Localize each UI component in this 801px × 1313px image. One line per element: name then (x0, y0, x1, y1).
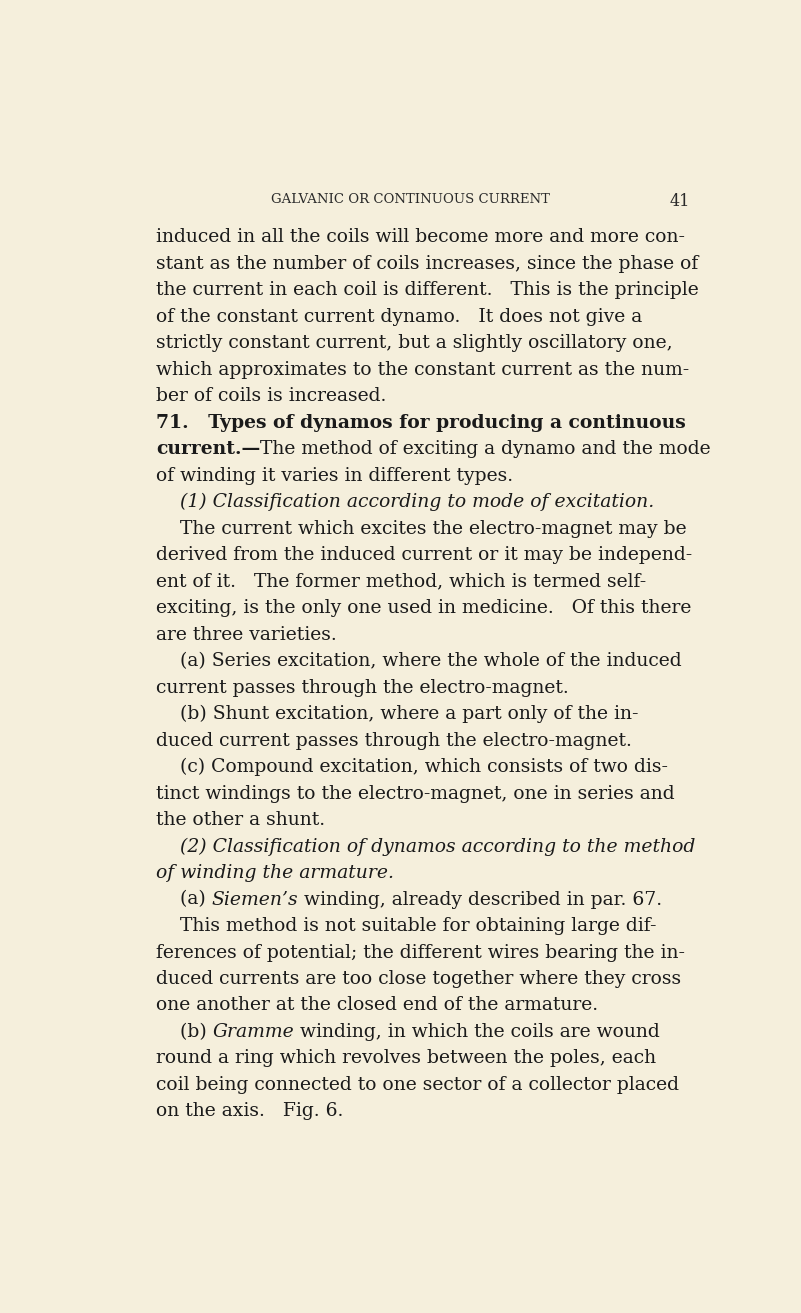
Text: current passes through the electro-magnet.: current passes through the electro-magne… (156, 679, 569, 697)
Text: one another at the closed end of the armature.: one another at the closed end of the arm… (156, 997, 598, 1015)
Text: winding, in which the coils are wound: winding, in which the coils are wound (295, 1023, 660, 1041)
Text: 41: 41 (670, 193, 690, 210)
Text: (a) Series excitation, where the whole of the induced: (a) Series excitation, where the whole o… (156, 653, 682, 670)
Text: ber of coils is increased.: ber of coils is increased. (156, 387, 386, 406)
Text: of the constant current dynamo.   It does not give a: of the constant current dynamo. It does … (156, 307, 642, 326)
Text: Gramme: Gramme (213, 1023, 295, 1041)
Text: duced current passes through the electro-magnet.: duced current passes through the electro… (156, 731, 632, 750)
Text: (a): (a) (156, 890, 211, 909)
Text: The method of exciting a dynamo and the mode: The method of exciting a dynamo and the … (260, 440, 710, 458)
Text: which approximates to the constant current as the num-: which approximates to the constant curre… (156, 361, 689, 378)
Text: induced in all the coils will become more and more con-: induced in all the coils will become mor… (156, 228, 685, 247)
Text: the other a shunt.: the other a shunt. (156, 811, 325, 829)
Text: on the axis.   Fig. 6.: on the axis. Fig. 6. (156, 1103, 344, 1120)
Text: The current which excites the electro-magnet may be: The current which excites the electro-ma… (156, 520, 686, 538)
Text: ferences of potential; the different wires bearing the in-: ferences of potential; the different wir… (156, 944, 685, 961)
Text: (b) Shunt excitation, where a part only of the in-: (b) Shunt excitation, where a part only … (156, 705, 638, 723)
Text: round a ring which revolves between the poles, each: round a ring which revolves between the … (156, 1049, 656, 1067)
Text: the current in each coil is different.   This is the principle: the current in each coil is different. T… (156, 281, 698, 299)
Text: coil being connected to one sector of a collector placed: coil being connected to one sector of a … (156, 1075, 679, 1094)
Text: (2) Classification of dynamos according to the method: (2) Classification of dynamos according … (156, 838, 695, 856)
Text: tinct windings to the electro-magnet, one in series and: tinct windings to the electro-magnet, on… (156, 785, 674, 802)
Text: (b): (b) (156, 1023, 213, 1041)
Text: (1) Classification according to mode of excitation.: (1) Classification according to mode of … (156, 494, 654, 512)
Text: 71.   Types of dynamos for producing a continuous: 71. Types of dynamos for producing a con… (156, 414, 686, 432)
Text: of winding the armature.: of winding the armature. (156, 864, 394, 882)
Text: of winding it varies in different types.: of winding it varies in different types. (156, 466, 513, 484)
Text: duced currents are too close together where they cross: duced currents are too close together wh… (156, 970, 681, 987)
Text: are three varieties.: are three varieties. (156, 626, 336, 643)
Text: derived from the induced current or it may be independ-: derived from the induced current or it m… (156, 546, 692, 565)
Text: winding, already described in par. 67.: winding, already described in par. 67. (298, 890, 662, 909)
Text: ent of it.   The former method, which is termed self-: ent of it. The former method, which is t… (156, 572, 646, 591)
Text: Siemen’s: Siemen’s (211, 890, 298, 909)
Text: exciting, is the only one used in medicine.   Of this there: exciting, is the only one used in medici… (156, 599, 691, 617)
Text: GALVANIC OR CONTINUOUS CURRENT: GALVANIC OR CONTINUOUS CURRENT (271, 193, 550, 206)
Text: current.—: current.— (156, 440, 260, 458)
Text: This method is not suitable for obtaining large dif-: This method is not suitable for obtainin… (156, 916, 657, 935)
Text: stant as the number of coils increases, since the phase of: stant as the number of coils increases, … (156, 255, 698, 273)
Text: (c) Compound excitation, which consists of two dis-: (c) Compound excitation, which consists … (156, 758, 668, 776)
Text: strictly constant current, but a slightly oscillatory one,: strictly constant current, but a slightl… (156, 335, 673, 352)
